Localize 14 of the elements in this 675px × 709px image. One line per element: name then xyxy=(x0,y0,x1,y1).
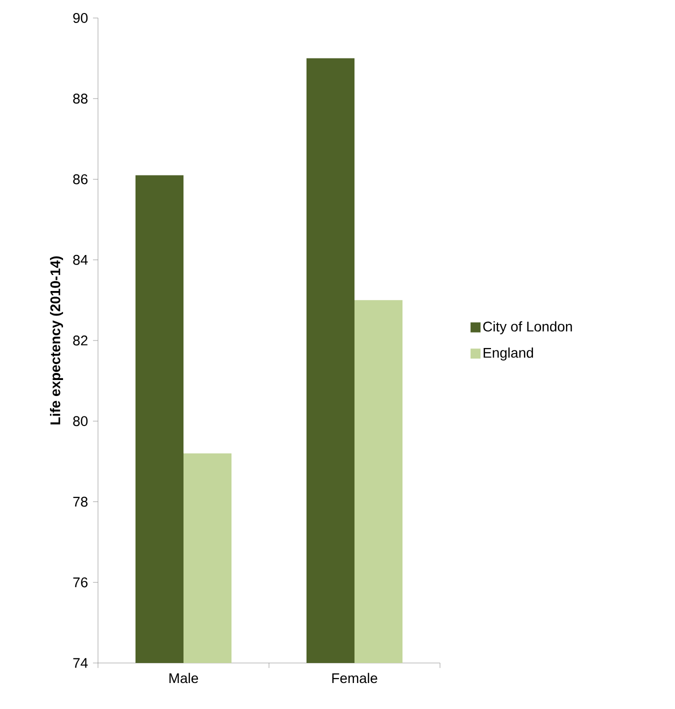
y-tick-label: 74 xyxy=(73,658,88,668)
y-tick-label: 76 xyxy=(73,577,88,588)
y-tick-label: 82 xyxy=(73,336,88,346)
y-tick-label: 80 xyxy=(73,416,88,426)
y-axis-title: Life expectency (2010-14) xyxy=(50,256,64,424)
legend-label: England xyxy=(484,347,534,361)
x-tick-label: Female xyxy=(332,672,378,684)
y-tick-label: 78 xyxy=(73,496,88,507)
legend-label: City of London xyxy=(483,321,572,334)
y-tick-label: 84 xyxy=(73,254,88,265)
y-tick-label: 86 xyxy=(73,174,88,184)
x-tick-label: Male xyxy=(169,672,198,684)
y-tick-label: 90 xyxy=(73,13,88,23)
y-tick-label: 88 xyxy=(73,94,88,104)
